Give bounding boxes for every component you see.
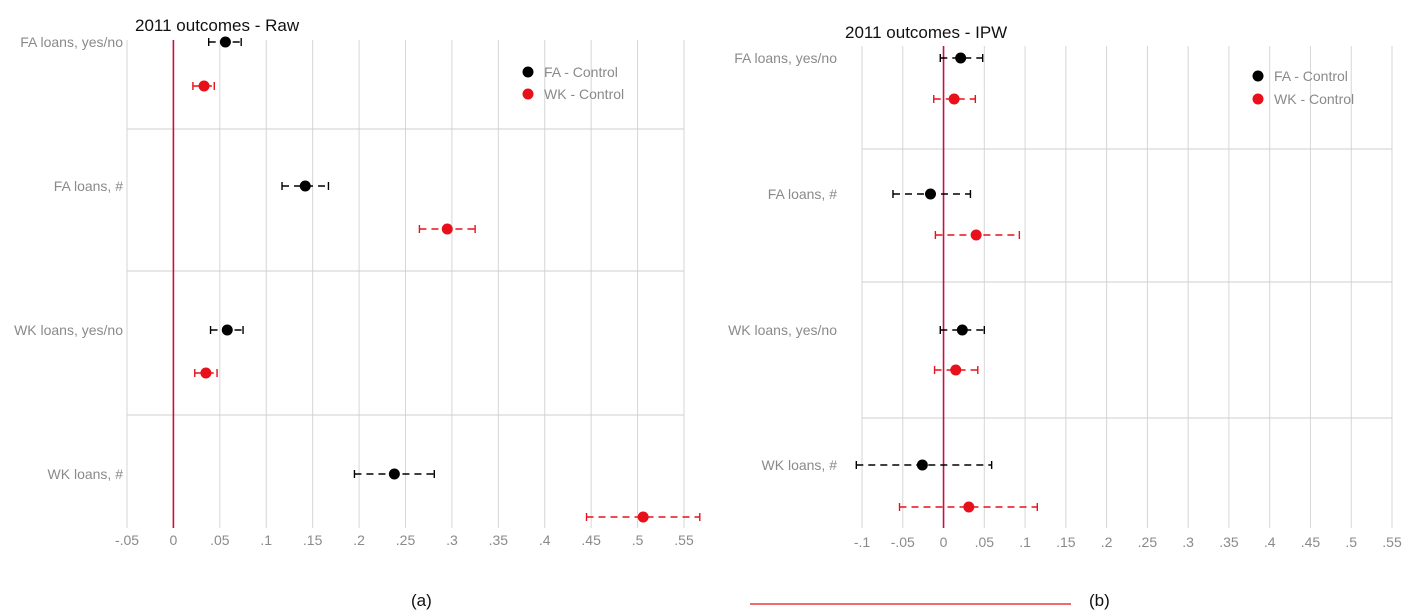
legend-marker xyxy=(522,66,534,78)
category-label: FA loans, # xyxy=(768,186,837,202)
x-tick-label: 0 xyxy=(170,532,178,548)
x-tick-label: .1 xyxy=(1019,534,1031,550)
point-estimate xyxy=(637,511,649,523)
x-tick-label: .3 xyxy=(446,532,458,548)
panel-raw: 2011 outcomes - Raw FA loans, yes/no FA l… xyxy=(14,16,701,610)
x-tick-label: .35 xyxy=(489,532,509,548)
x-tick-label: .5 xyxy=(1345,534,1357,550)
point-estimate xyxy=(963,501,975,513)
category-label: WK loans, # xyxy=(48,466,124,482)
x-tick-label: .55 xyxy=(1382,534,1402,550)
point-estimate xyxy=(198,80,210,92)
point-estimate xyxy=(916,459,928,471)
point-estimate xyxy=(970,229,982,241)
legend-label: FA - Control xyxy=(1274,68,1348,84)
x-tick-label: .1 xyxy=(260,532,272,548)
x-tick-label: .15 xyxy=(1056,534,1076,550)
point-estimate xyxy=(948,93,960,105)
legend-label: FA - Control xyxy=(544,64,618,80)
x-tick-label: .25 xyxy=(1138,534,1158,550)
legend-marker xyxy=(1252,93,1264,105)
category-label: FA loans, yes/no xyxy=(20,34,123,50)
panel-ipw: 2011 outcomes - IPW FA loans, yes/no FA l… xyxy=(728,23,1402,610)
category-label: WK loans, yes/no xyxy=(728,322,837,338)
x-tick-label: .35 xyxy=(1219,534,1239,550)
x-tick-label: .15 xyxy=(303,532,323,548)
x-tick-label: -.05 xyxy=(891,534,915,550)
legend-marker xyxy=(1252,70,1264,82)
point-estimate xyxy=(219,36,231,48)
x-tick-label: .25 xyxy=(396,532,416,548)
point-estimate xyxy=(924,188,936,200)
category-label: FA loans, yes/no xyxy=(734,50,837,66)
point-estimate xyxy=(200,367,212,379)
panel-ipw-title: 2011 outcomes - IPW xyxy=(845,23,1007,42)
point-estimate xyxy=(299,180,311,192)
x-tick-label: 0 xyxy=(940,534,948,550)
x-tick-label: .2 xyxy=(1101,534,1113,550)
point-estimate xyxy=(221,324,233,336)
point-estimate xyxy=(956,324,968,336)
x-tick-label: .05 xyxy=(975,534,995,550)
x-tick-label: .45 xyxy=(581,532,601,548)
x-tick-label: .4 xyxy=(1264,534,1276,550)
x-tick-label: .3 xyxy=(1182,534,1194,550)
x-tick-label: .55 xyxy=(674,532,694,548)
point-estimate xyxy=(388,468,400,480)
x-tick-label: .5 xyxy=(632,532,644,548)
category-label: FA loans, # xyxy=(54,178,123,194)
point-estimate xyxy=(955,52,967,64)
category-label: WK loans, # xyxy=(762,457,838,473)
panel-ipw-label: (b) xyxy=(1089,591,1110,610)
x-tick-label: -.1 xyxy=(854,534,871,550)
point-estimate xyxy=(950,364,962,376)
category-label: WK loans, yes/no xyxy=(14,322,123,338)
panel-raw-label: (a) xyxy=(411,591,432,610)
legend-label: WK - Control xyxy=(1274,91,1354,107)
point-estimate xyxy=(441,223,453,235)
panel-raw-title: 2011 outcomes - Raw xyxy=(135,16,300,35)
x-tick-label: .05 xyxy=(210,532,230,548)
x-tick-label: .45 xyxy=(1301,534,1321,550)
x-tick-label: -.05 xyxy=(115,532,139,548)
legend-marker xyxy=(522,88,534,100)
x-tick-label: .2 xyxy=(353,532,365,548)
legend-label: WK - Control xyxy=(544,86,624,102)
x-tick-label: .4 xyxy=(539,532,551,548)
